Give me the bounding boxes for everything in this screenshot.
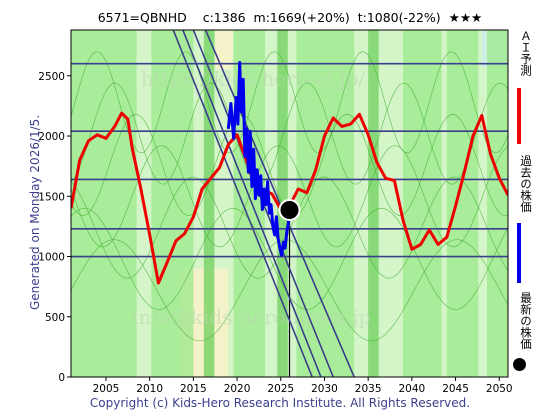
y-tick-label: 0	[58, 372, 65, 384]
x-tick-label: 2045	[442, 383, 469, 395]
legend-label-ai-forecast: ＡＩ予測	[519, 30, 533, 76]
forecast-bands	[71, 30, 508, 377]
pale-patch	[215, 30, 233, 70]
y-tick-label: 2000	[38, 131, 65, 143]
legend-swatch-latest-price	[513, 358, 526, 371]
trend-line	[204, 30, 355, 377]
band	[203, 30, 215, 377]
generated-date-text: Generated on Monday 2026/1/5.	[28, 114, 42, 310]
series	[71, 61, 508, 285]
legend-swatch-past-price	[517, 223, 521, 283]
y-tick-label: 500	[45, 312, 65, 324]
x-tick-label: 2040	[398, 383, 425, 395]
band	[446, 30, 479, 377]
x-tick-label: 2030	[311, 383, 338, 395]
band	[403, 30, 442, 377]
x-tick-label: 2005	[93, 383, 120, 395]
band	[151, 30, 194, 377]
grid	[71, 62, 508, 377]
x-tick-label: 2035	[355, 383, 382, 395]
plot-frame	[70, 29, 509, 378]
watermark-url: https://kids-hero-ai.jp/	[141, 66, 365, 90]
y-tick-label: 1500	[38, 191, 65, 203]
band	[368, 30, 379, 377]
axes: 2005 2010 2015 2020 2025 2030 2035 2040 2045 2050…	[38, 29, 513, 395]
legend-swatch-ai-forecast	[517, 88, 521, 144]
series-line-past-price	[226, 61, 291, 257]
band-line	[71, 51, 508, 154]
x-tick-label: 2020	[224, 383, 251, 395]
trend-line	[172, 30, 313, 377]
x-tick-label: 2025	[267, 383, 294, 395]
legend: ＡＩ予測 過去の株価 最新の株価	[512, 30, 542, 380]
x-tick-label: 2050	[486, 383, 513, 395]
latest-price-marker	[278, 199, 301, 222]
band-line	[71, 82, 508, 185]
chart-title: 6571=QBNHD c:1386 m:1669(+20%) t:1080(-2…	[97, 10, 483, 25]
watermark-email: info@kids-hero-brain.jp	[132, 305, 371, 329]
y-tick-label: 1000	[38, 252, 65, 264]
band	[71, 30, 137, 377]
watermarks: https://kids-hero-ai.jp/ info@kids-hero-…	[132, 66, 371, 329]
trend-line	[182, 30, 322, 377]
band	[487, 30, 508, 377]
x-tick-label: 2015	[180, 383, 207, 395]
x-tick-label: 2010	[136, 383, 163, 395]
copyright-text: Copyright (c) Kids-Hero Research Institu…	[89, 396, 471, 410]
legend-label-past-price: 過去の株価	[519, 155, 533, 213]
band-line	[71, 145, 508, 248]
legend-label-latest-price: 最新の株価	[519, 292, 533, 350]
y-tick-label: 2500	[38, 71, 65, 83]
